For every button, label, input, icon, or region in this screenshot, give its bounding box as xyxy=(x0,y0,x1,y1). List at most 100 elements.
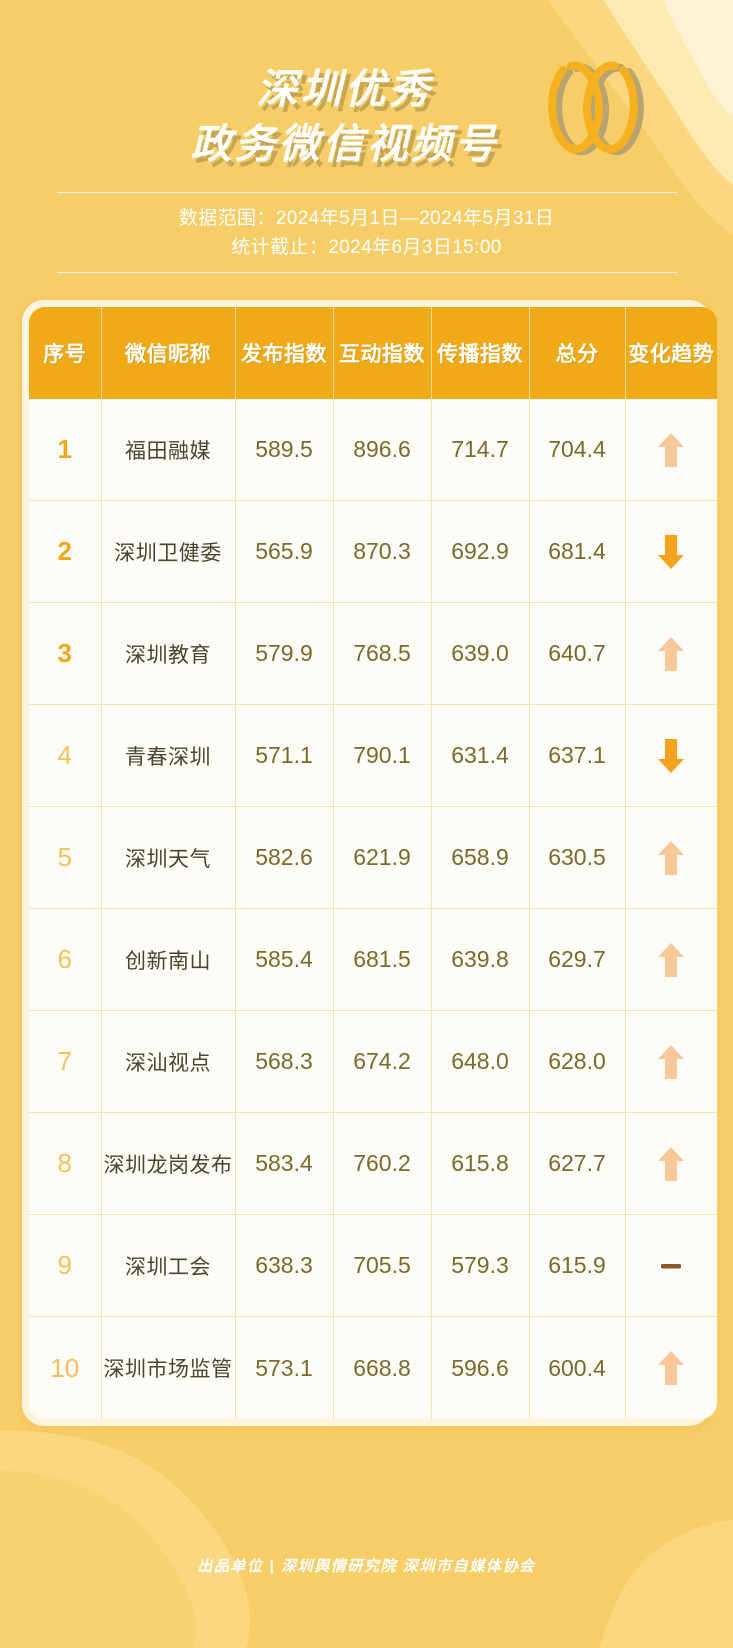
cell-total-score: 704.4 xyxy=(529,398,626,502)
cell-spread-index: 639.0 xyxy=(431,602,530,706)
cell-nickname: 深汕视点 xyxy=(101,1010,236,1114)
cell-spread-index: 631.4 xyxy=(431,704,530,808)
trend-up-icon xyxy=(656,1144,686,1184)
cell-rank: 10 xyxy=(29,1316,102,1419)
trend-down-icon xyxy=(656,532,686,572)
cell-publish-index: 573.1 xyxy=(235,1316,334,1419)
cell-total-score: 630.5 xyxy=(529,806,626,910)
column-header-trend[interactable]: 变化趋势 xyxy=(625,306,717,399)
cell-interact-index: 768.5 xyxy=(333,602,432,706)
cell-spread-index: 648.0 xyxy=(431,1010,530,1114)
trend-up-icon xyxy=(656,838,686,878)
divider-bottom xyxy=(56,271,677,273)
statistics-cutoff-text: 统计截止：2024年6月3日15:00 xyxy=(231,237,502,259)
cell-spread-index: 615.8 xyxy=(431,1112,530,1216)
cell-interact-index: 668.8 xyxy=(333,1316,432,1419)
table-row[interactable]: 2 深圳卫健委 565.9 870.3 692.9 681.4 xyxy=(29,500,717,604)
cell-nickname: 青春深圳 xyxy=(101,704,236,808)
cell-spread-index: 692.9 xyxy=(431,500,530,604)
cell-spread-index: 658.9 xyxy=(431,806,530,910)
trend-up-icon xyxy=(656,940,686,980)
table-row[interactable]: 5 深圳天气 582.6 621.9 658.9 630.5 xyxy=(29,806,717,910)
table-header: 序号 微信昵称 发布指数 互动指数 传播指数 总分 变化趋势 xyxy=(29,306,717,399)
ranking-card: 序号 微信昵称 发布指数 互动指数 传播指数 总分 变化趋势 1 福田融媒 589.… xyxy=(22,299,717,1426)
cell-nickname: 深圳教育 xyxy=(101,602,236,706)
page-title: 深圳优秀 政务微信视频号 xyxy=(191,62,499,172)
cell-spread-index: 579.3 xyxy=(431,1214,530,1318)
cell-spread-index: 596.6 xyxy=(431,1316,530,1419)
column-header-nickname[interactable]: 微信昵称 xyxy=(101,306,236,399)
cell-trend xyxy=(625,602,717,706)
column-header-publish[interactable]: 发布指数 xyxy=(235,306,334,399)
cell-interact-index: 681.5 xyxy=(333,908,432,1012)
table-row[interactable]: 1 福田融媒 589.5 896.6 714.7 704.4 xyxy=(29,398,717,502)
cell-total-score: 629.7 xyxy=(529,908,626,1012)
cell-total-score: 628.0 xyxy=(529,1010,626,1114)
trend-up-icon xyxy=(656,1042,686,1082)
cell-total-score: 637.1 xyxy=(529,704,626,808)
cell-interact-index: 896.6 xyxy=(333,398,432,502)
cell-interact-index: 705.5 xyxy=(333,1214,432,1318)
cell-rank: 7 xyxy=(29,1010,102,1114)
column-header-rank[interactable]: 序号 xyxy=(29,306,102,399)
cell-interact-index: 674.2 xyxy=(333,1010,432,1114)
table-row[interactable]: 7 深汕视点 568.3 674.2 648.0 628.0 xyxy=(29,1010,717,1114)
cell-publish-index: 638.3 xyxy=(235,1214,334,1318)
cell-trend xyxy=(625,1010,717,1114)
ribbon-wave-highlight xyxy=(663,0,733,118)
ranking-card-wrap: 序号 微信昵称 发布指数 互动指数 传播指数 总分 变化趋势 1 福田融媒 589.… xyxy=(22,299,717,1426)
page-footer: 出品单位 | 深圳舆情研究院 深圳市自媒体协会 xyxy=(0,1555,733,1576)
table-row[interactable]: 3 深圳教育 579.9 768.5 639.0 640.7 xyxy=(29,602,717,706)
cell-trend xyxy=(625,1316,717,1419)
title-line-2: 政务微信视频号 xyxy=(190,120,499,167)
cell-rank: 3 xyxy=(29,602,102,706)
cell-publish-index: 585.4 xyxy=(235,908,334,1012)
page-header: 深圳优秀 政务微信视频号 数据范围：2024年5月1日—2024年5月31日 统… xyxy=(0,0,733,273)
cell-nickname: 福田融媒 xyxy=(101,398,236,502)
cell-trend xyxy=(625,1214,717,1318)
trend-up-icon xyxy=(656,430,686,470)
cell-total-score: 600.4 xyxy=(529,1316,626,1419)
cell-publish-index: 565.9 xyxy=(235,500,334,604)
cell-publish-index: 583.4 xyxy=(235,1112,334,1216)
table-row[interactable]: 8 深圳龙岗发布 583.4 760.2 615.8 627.7 xyxy=(29,1112,717,1216)
footer-credit-text: 出品单位 | 深圳舆情研究院 深圳市自媒体协会 xyxy=(197,1558,536,1575)
title-row: 深圳优秀 政务微信视频号 xyxy=(0,61,733,172)
table-header-row: 序号 微信昵称 发布指数 互动指数 传播指数 总分 变化趋势 xyxy=(29,306,717,399)
table-row[interactable]: 6 创新南山 585.4 681.5 639.8 629.7 xyxy=(29,908,717,1012)
table-row[interactable]: 9 深圳工会 638.3 705.5 579.3 615.9 xyxy=(29,1214,717,1318)
column-header-spread[interactable]: 传播指数 xyxy=(431,306,530,399)
cell-interact-index: 621.9 xyxy=(333,806,432,910)
cell-nickname: 深圳龙岗发布 xyxy=(101,1112,236,1216)
bottom-right-wave xyxy=(600,1520,733,1648)
cell-rank: 5 xyxy=(29,806,102,910)
meta-info: 数据范围：2024年5月1日—2024年5月31日 统计截止：2024年6月3日… xyxy=(0,193,733,272)
cell-total-score: 681.4 xyxy=(529,500,626,604)
cell-rank: 4 xyxy=(29,704,102,808)
cell-nickname: 深圳天气 xyxy=(101,806,236,910)
trend-flat-icon xyxy=(656,1246,686,1286)
column-header-interact[interactable]: 互动指数 xyxy=(333,306,432,399)
divider-top xyxy=(56,191,677,193)
cell-publish-index: 571.1 xyxy=(235,704,334,808)
cell-nickname: 深圳卫健委 xyxy=(101,500,236,604)
cell-rank: 9 xyxy=(29,1214,102,1318)
table-row[interactable]: 4 青春深圳 571.1 790.1 631.4 637.1 xyxy=(29,704,717,808)
bottom-wave-dark xyxy=(0,1470,197,1648)
cell-nickname: 创新南山 xyxy=(101,908,236,1012)
ranking-table: 序号 微信昵称 发布指数 互动指数 传播指数 总分 变化趋势 1 福田融媒 589.… xyxy=(29,306,717,1419)
cell-total-score: 627.7 xyxy=(529,1112,626,1216)
cell-nickname: 深圳工会 xyxy=(101,1214,236,1318)
table-row[interactable]: 10 深圳市场监管 573.1 668.8 596.6 600.4 xyxy=(29,1316,717,1419)
trend-up-icon xyxy=(656,634,686,674)
cell-rank: 1 xyxy=(29,398,102,502)
cell-spread-index: 714.7 xyxy=(431,398,530,502)
cell-rank: 6 xyxy=(29,908,102,1012)
cell-trend xyxy=(625,908,717,1012)
column-header-total[interactable]: 总分 xyxy=(529,306,626,399)
trend-down-icon xyxy=(656,736,686,776)
butterfly-loop-logo-icon xyxy=(543,58,651,162)
cell-trend xyxy=(625,398,717,502)
trend-up-icon xyxy=(656,1348,686,1388)
